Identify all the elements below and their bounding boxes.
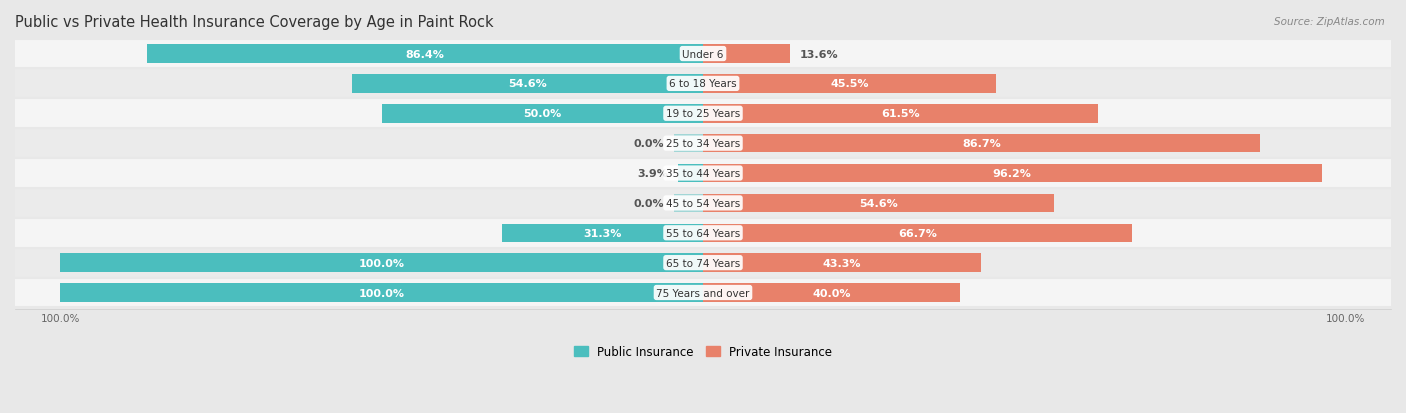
Bar — [703, 135, 1260, 153]
Bar — [15, 159, 1391, 188]
Text: 86.7%: 86.7% — [962, 139, 1001, 149]
Bar — [352, 75, 703, 93]
Text: 25 to 34 Years: 25 to 34 Years — [666, 139, 740, 149]
Bar — [60, 284, 703, 302]
Bar — [15, 278, 1391, 308]
Text: Public vs Private Health Insurance Coverage by Age in Paint Rock: Public vs Private Health Insurance Cover… — [15, 15, 494, 30]
Bar — [703, 194, 1054, 213]
Text: 86.4%: 86.4% — [406, 50, 444, 59]
Text: 75 Years and over: 75 Years and over — [657, 288, 749, 298]
Text: 45 to 54 Years: 45 to 54 Years — [666, 198, 740, 209]
Text: 3.9%: 3.9% — [637, 169, 668, 178]
Bar — [15, 99, 1391, 129]
Text: 100.0%: 100.0% — [359, 258, 405, 268]
Text: 6 to 18 Years: 6 to 18 Years — [669, 79, 737, 89]
Bar — [678, 164, 703, 183]
Text: 0.0%: 0.0% — [634, 139, 665, 149]
Bar — [148, 45, 703, 64]
Legend: Public Insurance, Private Insurance: Public Insurance, Private Insurance — [569, 341, 837, 363]
Bar — [703, 75, 995, 93]
Bar — [703, 254, 981, 272]
Text: Source: ZipAtlas.com: Source: ZipAtlas.com — [1274, 17, 1385, 26]
Bar — [673, 194, 703, 213]
Text: 13.6%: 13.6% — [800, 50, 839, 59]
Text: 43.3%: 43.3% — [823, 258, 862, 268]
Text: Under 6: Under 6 — [682, 50, 724, 59]
Text: 54.6%: 54.6% — [508, 79, 547, 89]
Text: 50.0%: 50.0% — [523, 109, 561, 119]
Text: 66.7%: 66.7% — [898, 228, 936, 238]
Bar — [703, 224, 1132, 242]
Bar — [703, 284, 960, 302]
Text: 61.5%: 61.5% — [882, 109, 920, 119]
Text: 19 to 25 Years: 19 to 25 Years — [666, 109, 740, 119]
Bar — [381, 105, 703, 123]
Bar — [15, 129, 1391, 159]
Bar — [15, 248, 1391, 278]
Bar — [15, 69, 1391, 99]
Text: 65 to 74 Years: 65 to 74 Years — [666, 258, 740, 268]
Text: 45.5%: 45.5% — [830, 79, 869, 89]
Text: 35 to 44 Years: 35 to 44 Years — [666, 169, 740, 178]
Text: 40.0%: 40.0% — [813, 288, 851, 298]
Bar — [15, 188, 1391, 218]
Text: 54.6%: 54.6% — [859, 198, 898, 209]
Text: 96.2%: 96.2% — [993, 169, 1032, 178]
Text: 55 to 64 Years: 55 to 64 Years — [666, 228, 740, 238]
Text: 31.3%: 31.3% — [583, 228, 621, 238]
Bar — [15, 218, 1391, 248]
Text: 100.0%: 100.0% — [359, 288, 405, 298]
Bar — [502, 224, 703, 242]
Bar — [15, 40, 1391, 69]
Bar — [673, 135, 703, 153]
Bar — [703, 164, 1322, 183]
Text: 0.0%: 0.0% — [634, 198, 665, 209]
Bar — [60, 254, 703, 272]
Bar — [703, 45, 790, 64]
Bar — [703, 105, 1098, 123]
